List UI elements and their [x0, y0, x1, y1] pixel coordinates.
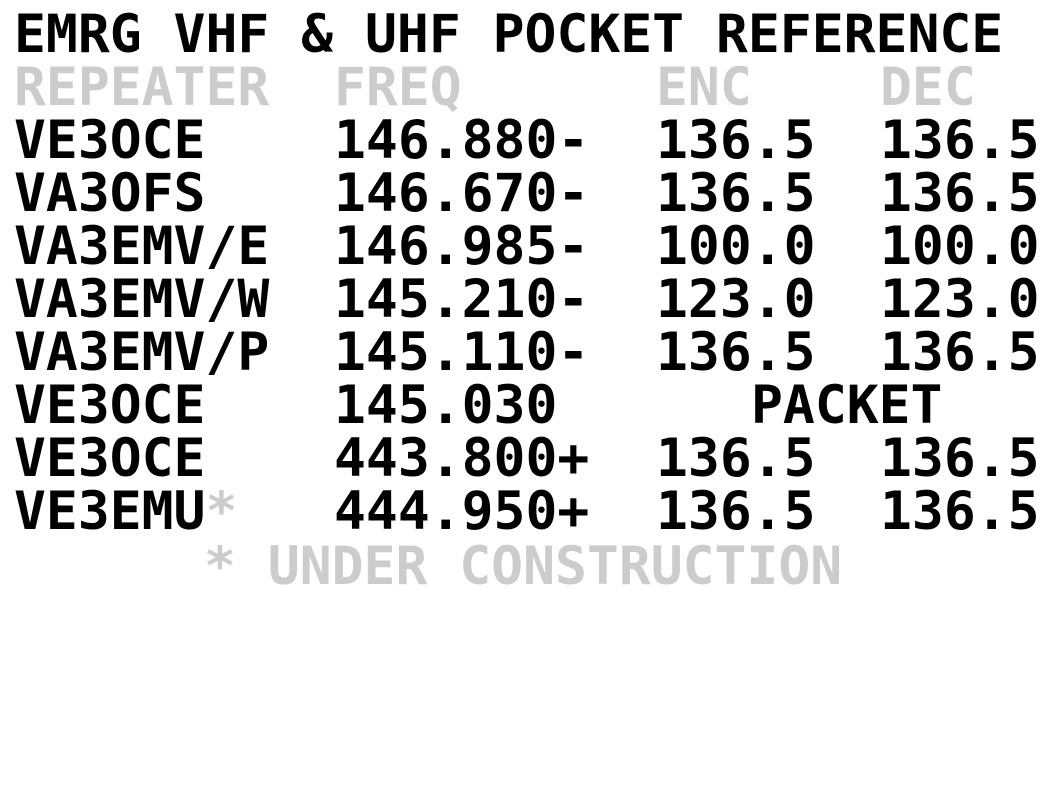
- decode-tone: 123.0: [880, 269, 1040, 330]
- repeater-callsign: VE3OCE: [14, 110, 206, 171]
- table-row: VA3OFS 146.670- 136.5 136.5: [14, 167, 1040, 220]
- encode-tone: 136.5: [656, 428, 816, 489]
- decode-tone: 136.5: [880, 110, 1040, 171]
- decode-tone: 136.5: [880, 322, 1040, 383]
- encode-tone: 136.5: [656, 163, 816, 224]
- frequency: 145.030: [334, 375, 558, 436]
- table-row: VE3EMU* 444.950+ 136.5 136.5: [14, 485, 1040, 538]
- repeater-callsign: VA3OFS: [14, 163, 206, 224]
- encode-tone: 136.5: [656, 481, 816, 542]
- header-freq: FREQ: [334, 57, 462, 118]
- table-row: VE3OCE 443.800+ 136.5 136.5: [14, 432, 1040, 485]
- repeater-callsign: VE3OCE: [14, 428, 206, 489]
- encode-tone: 123.0: [656, 269, 816, 330]
- table-row: VE3OCE 146.880- 136.5 136.5: [14, 114, 1040, 167]
- repeater-callsign: VA3EMV/P: [14, 322, 270, 383]
- packet-mode-label: PACKET: [751, 375, 943, 436]
- frequency: 146.880-: [334, 110, 590, 171]
- table-row: VA3EMV/P 145.110- 136.5 136.5: [14, 326, 1040, 379]
- frequency: 443.800+: [334, 428, 590, 489]
- decode-tone: 136.5: [880, 428, 1040, 489]
- frequency: 146.670-: [334, 163, 590, 224]
- decode-tone: 100.0: [880, 216, 1040, 277]
- encode-tone: 136.5: [656, 322, 816, 383]
- header-repeater: REPEATER: [14, 57, 270, 118]
- construction-footnote: * UNDER CONSTRUCTION: [204, 536, 843, 597]
- frequency: 444.950+: [334, 481, 590, 542]
- frequency: 145.210-: [334, 269, 590, 330]
- header-enc: ENC: [656, 57, 752, 118]
- decode-tone: 136.5: [880, 481, 1040, 542]
- repeater-callsign: VE3OCE: [14, 375, 206, 436]
- header-row: REPEATER FREQ ENC DEC: [14, 61, 976, 114]
- encode-tone: 100.0: [656, 216, 816, 277]
- repeater-callsign: VA3EMV/W: [14, 269, 270, 330]
- header-dec: DEC: [880, 57, 976, 118]
- frequency: 146.985-: [334, 216, 590, 277]
- pocket-reference-card: EMRG VHF & UHF POCKET REFERENCE REPEATER…: [14, 4, 1040, 597]
- repeater-callsign-cell: VE3EMU*: [14, 485, 237, 538]
- repeater-callsign: VA3EMV/E: [14, 216, 270, 277]
- frequency: 145.110-: [334, 322, 590, 383]
- encode-tone: 136.5: [656, 110, 816, 171]
- page-title: EMRG VHF & UHF POCKET REFERENCE: [14, 4, 1004, 65]
- repeater-callsign: VE3EMU: [14, 481, 206, 542]
- table-row: VA3EMV/W 145.210- 123.0 123.0: [14, 273, 1040, 326]
- construction-marker: *: [205, 481, 238, 542]
- decode-tone: 136.5: [880, 163, 1040, 224]
- table-row: VE3OCE 145.030 PACKET: [14, 379, 942, 432]
- table-row: VA3EMV/E 146.985- 100.0 100.0: [14, 220, 1040, 273]
